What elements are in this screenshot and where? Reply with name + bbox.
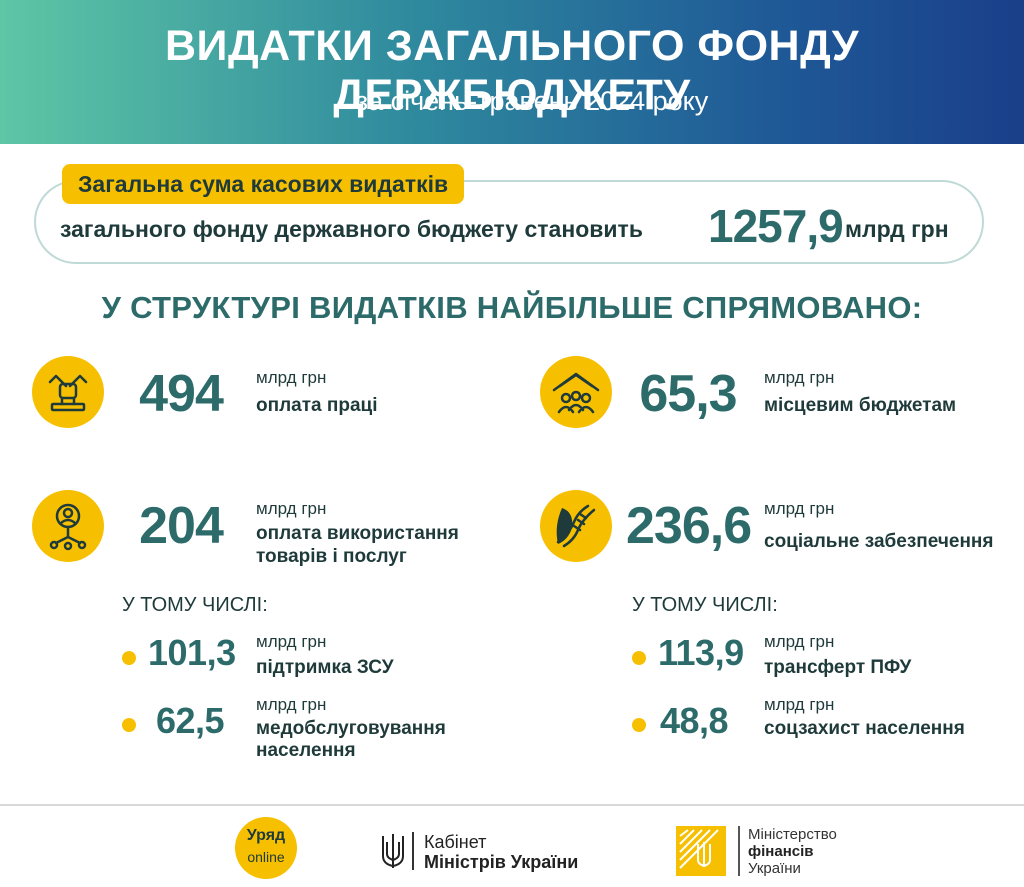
breakdown-label: трансферт ПФУ <box>764 657 912 678</box>
ministry-finance-logo <box>676 826 726 876</box>
breakdown-unit: млрд грн <box>256 632 327 651</box>
kmu-divider <box>412 832 414 870</box>
item-value: 494 <box>139 365 224 423</box>
breakdown-label: населення <box>256 740 356 761</box>
item-unit: млрд грн <box>764 368 835 387</box>
bullet-dot <box>632 718 646 732</box>
breakdown-value: 62,5 <box>156 700 225 741</box>
breakdown-unit: млрд грн <box>764 695 835 714</box>
helping-hands-icon <box>540 490 612 562</box>
page-title: ВИДАТКИ ЗАГАЛЬНОГО ФОНДУ ДЕРЖБЮДЖЕТУ <box>165 22 859 119</box>
item-label: оплата використання <box>256 523 459 544</box>
kmu-logo-line2: Міністрів України <box>424 852 579 872</box>
breakdown-value: 113,9 <box>658 632 744 673</box>
mof-logo-line3: України <box>748 860 801 877</box>
item-value: 65,3 <box>639 365 737 423</box>
breakdown-unit: млрд грн <box>764 632 835 651</box>
breakdown-label: підтримка ЗСУ <box>256 657 394 678</box>
wrench-fist-icon <box>32 356 104 428</box>
houses-people-icon <box>540 356 612 428</box>
mof-logo-line2: фінансів <box>748 843 814 860</box>
item-unit: млрд грн <box>256 499 327 518</box>
breakdown-unit: млрд грн <box>256 695 327 714</box>
item-unit: млрд грн <box>256 368 327 387</box>
kmu-logo-line1: Кабінет <box>424 832 487 852</box>
item-unit: млрд грн <box>764 499 835 518</box>
item-label: оплата праці <box>256 395 378 416</box>
breakdown-label: соцзахист населення <box>764 718 965 739</box>
mof-logo-line1: Міністерство <box>748 826 837 843</box>
uryad-logo-line1: Уряд <box>246 827 286 844</box>
bullet-dot <box>122 718 136 732</box>
breakdown-value: 48,8 <box>660 700 729 741</box>
header-banner: ВИДАТКИ ЗАГАЛЬНОГО ФОНДУ ДЕРЖБЮДЖЕТУ за … <box>0 0 1024 144</box>
item-value: 204 <box>139 497 224 555</box>
page-subtitle: за січень-травень 2024 року <box>355 86 709 116</box>
total-pill: Загальна сума касових видатків <box>62 164 465 204</box>
breakdown-value: 101,3 <box>148 632 236 673</box>
breakdown-heading: У ТОМУ ЧИСЛІ: <box>122 594 268 616</box>
breakdown-heading: У ТОМУ ЧИСЛІ: <box>632 594 778 616</box>
item-label: товарів і послуг <box>256 546 407 567</box>
uryad-logo-line2: online <box>247 849 285 865</box>
mof-divider <box>738 826 740 876</box>
breakdown-label: медобслуговування <box>256 718 446 739</box>
item-label: соціальне забезпечення <box>764 531 994 552</box>
total-text: загального фонду державного бюджету стан… <box>60 216 643 242</box>
footer-divider <box>0 804 1024 806</box>
item-label: місцевим бюджетам <box>764 395 957 416</box>
person-network-icon <box>32 490 104 562</box>
bullet-dot <box>632 651 646 665</box>
item-value: 236,6 <box>626 497 752 555</box>
total-value: 1257,9 <box>708 200 844 252</box>
uryad-online-logo: Уряд online <box>235 817 297 879</box>
section-heading: У СТРУКТУРІ ВИДАТКІВ НАЙБІЛЬШЕ СПРЯМОВАН… <box>101 290 923 325</box>
bullet-dot <box>122 651 136 665</box>
total-unit: млрд грн <box>845 216 949 242</box>
trident-icon <box>382 834 404 868</box>
